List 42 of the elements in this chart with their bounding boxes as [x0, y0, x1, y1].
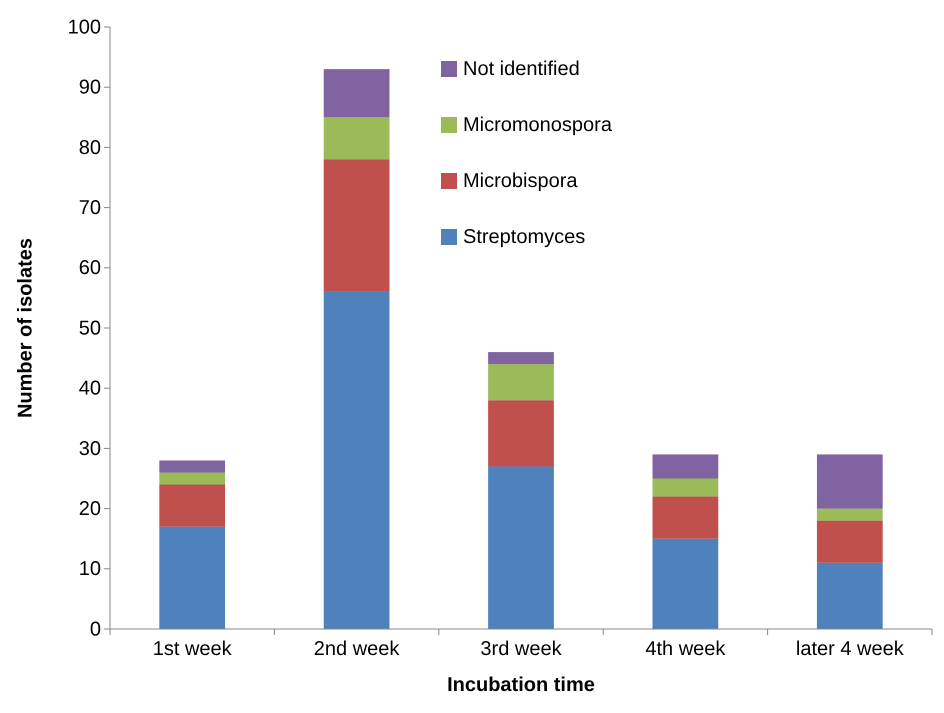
bar	[816, 562, 883, 629]
bar	[324, 292, 390, 629]
bar	[488, 466, 554, 629]
y-tick-label: 60	[78, 257, 101, 280]
bar	[159, 472, 226, 485]
bar	[488, 400, 554, 466]
bar	[816, 454, 883, 509]
bar	[652, 478, 718, 497]
x-tick-label: 2nd week	[314, 638, 400, 660]
bar	[816, 520, 883, 563]
legend-label: Not identified	[463, 58, 580, 80]
x-axis-title: Incubation time	[447, 674, 595, 696]
y-tick-label: 50	[78, 317, 101, 340]
y-tick-label: 80	[78, 136, 101, 159]
y-tick-label: 100	[68, 16, 101, 38]
y-tick-label: 40	[78, 378, 101, 400]
x-tick-label: 4th week	[645, 638, 726, 660]
bar	[488, 364, 554, 400]
x-tick-label: later 4 week	[796, 638, 905, 660]
bar	[324, 117, 390, 160]
legend-label: Micromonospora	[463, 114, 613, 136]
bar	[159, 460, 226, 472]
y-tick-label: 0	[90, 618, 101, 640]
y-tick-label: 10	[78, 558, 101, 580]
x-tick-label: 3rd week	[480, 638, 563, 660]
bar	[324, 159, 390, 292]
y-tick-label: 90	[78, 76, 101, 99]
bar	[652, 538, 718, 629]
x-tick-label: 1st week	[152, 638, 233, 660]
bar	[159, 526, 226, 629]
bar	[324, 69, 390, 118]
bar	[652, 496, 718, 539]
y-tick-label: 30	[78, 438, 101, 460]
y-tick-label: 20	[78, 498, 101, 520]
legend-label: Streptomyces	[463, 226, 586, 248]
bar	[652, 454, 718, 478]
bar	[816, 508, 883, 521]
y-axis-title: Number of isolates	[14, 238, 36, 418]
y-tick-label: 70	[78, 197, 101, 219]
bar	[159, 484, 226, 527]
bar	[488, 352, 554, 364]
legend-label: Microbispora	[463, 170, 578, 192]
